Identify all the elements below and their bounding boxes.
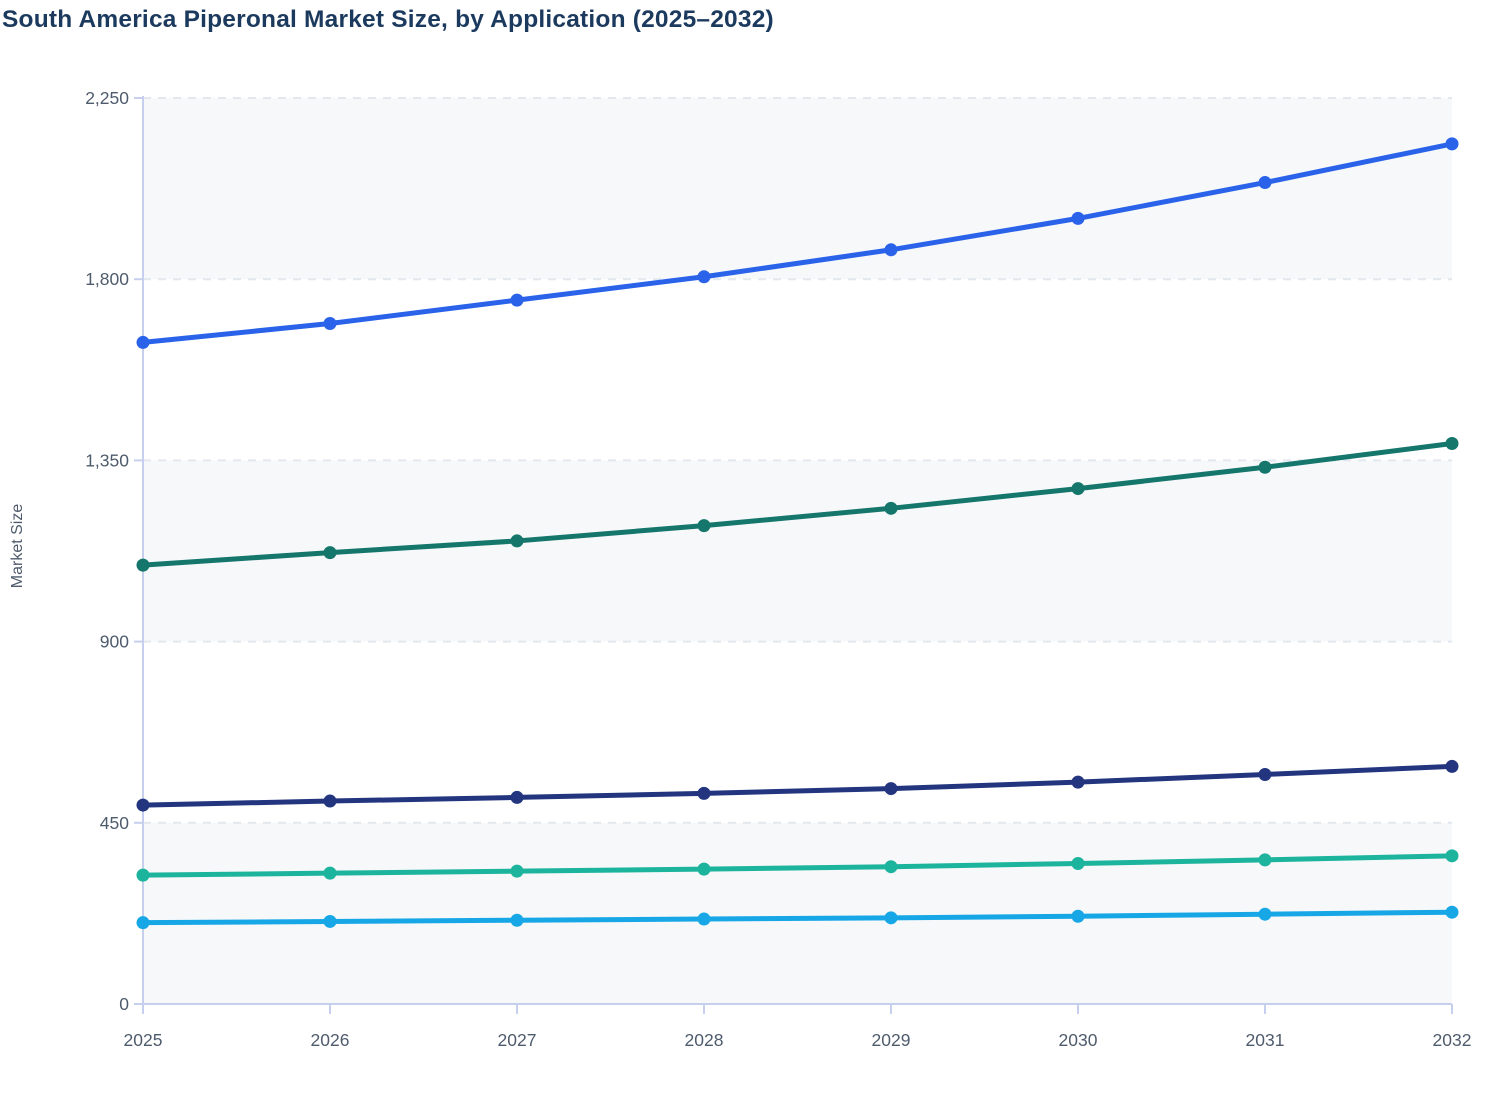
series-line-series-1-blue <box>140 141 1455 345</box>
data-point-series-4-mint <box>884 860 898 874</box>
x-tick-label: 2031 <box>1246 1030 1285 1050</box>
data-point-series-2-teal <box>510 534 524 548</box>
series-line-series-5-cyan <box>140 909 1455 926</box>
y-tick-label: 2,250 <box>85 88 129 108</box>
data-point-series-1-blue <box>697 270 711 284</box>
data-point-series-1-blue <box>1071 211 1085 225</box>
data-point-series-5-cyan <box>884 911 898 925</box>
series-line-series-4-mint <box>140 853 1455 878</box>
data-point-series-3-navy <box>136 798 150 812</box>
data-point-series-2-teal <box>1445 436 1459 450</box>
data-point-series-5-cyan <box>510 913 524 927</box>
data-point-series-2-teal <box>1071 482 1085 496</box>
data-point-series-3-navy <box>510 790 524 804</box>
data-point-series-3-navy <box>1258 767 1272 781</box>
chart-title: South America Piperonal Market Size, by … <box>2 6 774 33</box>
x-tick-label: 2027 <box>498 1030 537 1050</box>
data-point-series-1-blue <box>510 293 524 307</box>
data-point-series-1-blue <box>884 243 898 257</box>
x-tick-label: 2032 <box>1433 1030 1472 1050</box>
data-point-series-5-cyan <box>136 916 150 930</box>
x-tick-label: 2029 <box>872 1030 911 1050</box>
data-point-series-4-mint <box>1445 849 1459 863</box>
data-point-series-4-mint <box>1258 853 1272 867</box>
y-tick-label: 450 <box>100 813 129 833</box>
data-point-series-5-cyan <box>1071 909 1085 923</box>
data-point-series-1-blue <box>323 316 337 330</box>
y-tick-label: 1,800 <box>85 269 129 289</box>
data-point-series-2-teal <box>697 519 711 533</box>
data-point-series-5-cyan <box>1445 905 1459 919</box>
y-tick-label: 900 <box>100 632 129 652</box>
y-tick-label: 1,350 <box>85 450 129 470</box>
data-point-series-1-blue <box>1445 137 1459 151</box>
y-axis-title: Market Size <box>9 503 26 589</box>
x-tick-label: 2026 <box>311 1030 350 1050</box>
data-point-series-4-mint <box>1071 856 1085 870</box>
data-point-series-4-mint <box>510 864 524 878</box>
plot-band <box>143 98 1452 280</box>
data-point-series-3-navy <box>697 786 711 800</box>
data-point-series-2-teal <box>136 558 150 572</box>
data-point-series-5-cyan <box>323 914 337 928</box>
data-point-series-5-cyan <box>1258 907 1272 921</box>
data-point-series-3-navy <box>1071 775 1085 789</box>
data-point-series-4-mint <box>697 862 711 876</box>
x-tick-label: 2025 <box>124 1030 163 1050</box>
data-point-series-2-teal <box>1258 460 1272 474</box>
data-point-series-4-mint <box>136 868 150 882</box>
data-point-series-3-navy <box>1445 759 1459 773</box>
data-point-series-1-blue <box>1258 176 1272 190</box>
data-point-series-5-cyan <box>697 912 711 926</box>
x-tick-label: 2028 <box>685 1030 724 1050</box>
series-line-series-3-navy <box>140 763 1455 808</box>
x-tick-label: 2030 <box>1059 1030 1098 1050</box>
data-point-series-2-teal <box>323 546 337 560</box>
data-point-series-3-navy <box>323 794 337 808</box>
series-line-series-2-teal <box>140 440 1455 568</box>
data-point-series-2-teal <box>884 501 898 515</box>
data-point-series-4-mint <box>323 866 337 880</box>
data-point-series-3-navy <box>884 782 898 796</box>
y-tick-label: 0 <box>119 994 129 1014</box>
data-point-series-1-blue <box>136 335 150 349</box>
